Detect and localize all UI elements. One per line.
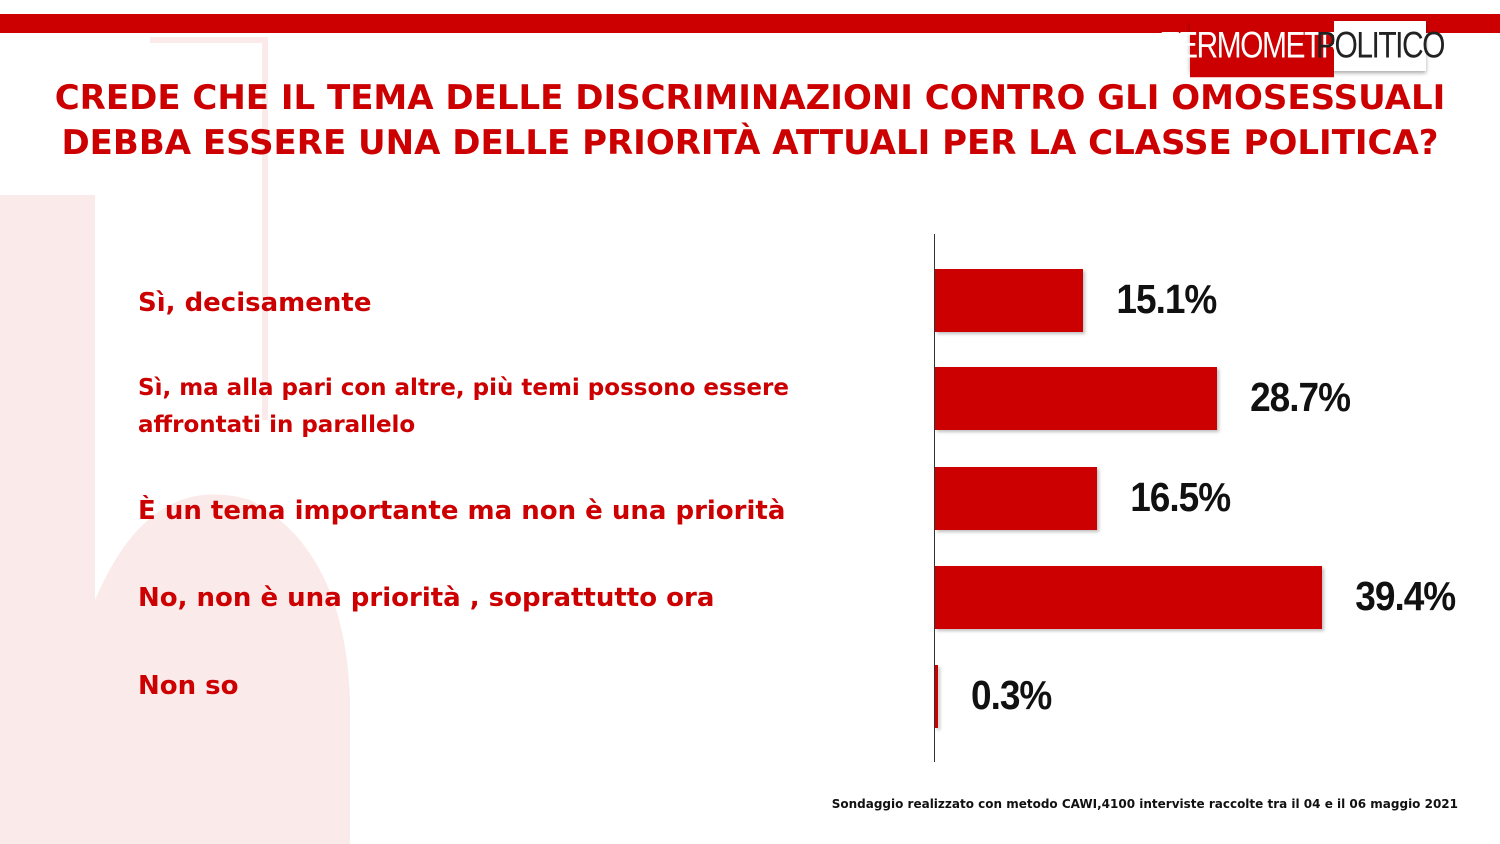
value-label-5: 0.3% [971, 672, 1052, 718]
category-label-4: No, non è una priorità , soprattutto ora [138, 583, 715, 613]
category-axis-line [934, 234, 935, 762]
bar-4 [935, 566, 1323, 629]
survey-footnote: Sondaggio realizzato con metodo CAWI,410… [831, 797, 1458, 811]
value-label-2: 28.7% [1250, 374, 1351, 420]
category-label-5: Non so [138, 671, 239, 701]
chart-title: CREDE CHE IL TEMA DELLE DISCRIMINAZIONI … [54, 78, 1446, 163]
category-label-3: È un tema importante ma non è una priori… [138, 496, 786, 526]
bar-2 [935, 367, 1218, 430]
value-label-4: 39.4% [1355, 573, 1456, 619]
category-label-2: Sì, ma alla pari con altre, più temi pos… [138, 375, 789, 438]
category-label-1: Sì, decisamente [138, 288, 372, 318]
logo-part2: POLITICO [1315, 24, 1446, 66]
bar-5 [935, 665, 938, 728]
bar-3 [935, 467, 1098, 530]
value-label-3: 16.5% [1130, 474, 1231, 520]
termometro-politico-logo: TERMOMETRO POLITICO [1161, 14, 1446, 78]
logo-part1: TERMOMETRO [1161, 14, 1364, 78]
bar-1 [935, 269, 1084, 332]
top-accent-bar [0, 14, 1500, 33]
value-label-1: 15.1% [1116, 276, 1217, 322]
